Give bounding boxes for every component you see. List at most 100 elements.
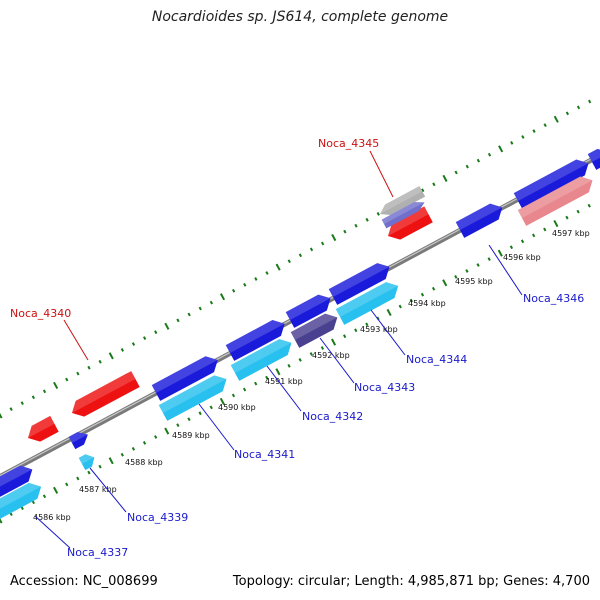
tick-dot [154,435,158,439]
gene-noca-4342-a [225,320,285,361]
gene-label: Noca_4344 [406,353,467,366]
tick-dot [576,105,581,110]
tick-dot [120,348,125,352]
scale-label: 4588 kbp [125,458,163,467]
gene-noca-4346-b-highlight [513,159,589,201]
tick-dot [498,145,504,153]
tick-dot [164,322,170,330]
gene-noca-4346-c-highlight [517,176,593,218]
tick-dot [0,412,3,419]
gene-noca-4341-b [158,375,227,421]
tick-dot [164,427,170,435]
gene-labels: Noca_4337 Noca_4339 Noca_4340 Noca_4341 Noca… [10,137,584,559]
gene-noca-4345-rev-shape [388,206,433,240]
genome-summary: Topology: circular; Length: 4,985,871 bp… [232,574,590,589]
map-title: Nocardioides sp. JS614, complete genome [151,9,449,25]
tick-dot [65,377,69,382]
accession-text: Accession: NC_008699 [10,574,158,589]
gene-noca-4341-a-shape [151,356,218,401]
tick-dot [120,452,124,457]
gene-noca-4339-rev [28,415,59,442]
tick-dot [565,215,569,220]
tick-dot [231,393,236,398]
gene-noca-4343-b-shape [290,313,338,348]
gene-label: Noca_4342 [302,410,363,423]
tick-dot [243,282,247,287]
tick-dot [509,245,514,250]
gene-noca-4337-a-shape [0,465,33,500]
tick-dot [409,298,413,303]
gene-noca-4344-b-highlight [335,282,399,317]
tick-dot [275,263,281,271]
tick-dot [532,233,536,238]
leader-line [89,467,127,513]
tick-dot [588,99,592,104]
tick-dot [487,257,491,261]
scale-label: 4589 kbp [172,431,210,440]
leader-line [370,309,406,356]
gene-noca-4344-a [328,263,390,305]
tick-dot [331,233,337,242]
gene-label: Noca_4346 [523,292,584,305]
gene-noca-4346-a [455,203,503,238]
scale-label: 4590 kbp [218,403,256,412]
tick-dot [187,417,191,422]
gene-noca-4346-b-shape [513,159,589,209]
tick-dot [31,500,35,505]
gene-noca-4340-rev [72,371,140,417]
tick-dot [287,363,291,368]
gene-label: Noca_4341 [234,448,295,461]
tick-dot [309,352,313,356]
leader-line [34,515,71,549]
gene-noca-4337-a-highlight [0,465,33,492]
tick-dot [219,293,226,301]
tick-dot [219,397,225,405]
tick-dot [476,158,481,163]
gene-noca-4339-b-shape [78,454,95,471]
tick-dot [131,342,136,346]
gene-noca-4342-b-shape [230,339,292,381]
gene-noca-4345-violet-shape [381,202,425,229]
gene-noca-4339-rev-highlight [28,415,55,438]
gene-noca-4345-violet-highlight [381,202,425,224]
tick-dot [309,247,314,252]
gene-noca-4343-a-shape [285,294,331,328]
gene-label: Noca_4345 [318,137,379,150]
gene-noca-4341-b-highlight [158,375,227,413]
tick-dot [142,336,147,340]
tick-dot [287,259,291,264]
scale-label: 4595 kbp [455,277,493,286]
scale-label: 4597 kbp [552,229,590,238]
tick-dot [431,286,436,291]
gene-noca-4344-a-highlight [328,263,390,297]
gene-noca-4342-a-shape [225,320,285,361]
tick-dot [187,312,191,317]
tick-dot [275,368,281,376]
tick-dot [176,318,180,323]
gene-noca-4337-b-shape [0,482,42,522]
tick-dot [198,411,202,416]
tick-dot [265,375,269,380]
gene-noca-4342-a-highlight [225,320,285,353]
tick-dot [76,371,80,376]
leader-line [319,337,355,384]
scale-label: 4586 kbp [33,513,71,522]
gene-noca-4339-b-highlight [78,454,95,464]
gene-noca-4340-rev-shape [72,371,140,417]
gene-noca-4337-b [0,482,42,522]
tick-dot [343,229,347,234]
tick-dot [98,464,102,469]
tick-dot [365,322,369,327]
gene-noca-4344-b-shape [335,282,399,325]
leader-line [63,319,89,361]
gene-features [0,148,600,522]
tick-dot [365,217,369,222]
tick-dot [65,482,69,487]
tick-dot [420,292,425,297]
tick-dot [98,359,102,364]
tick-dot [298,253,303,258]
gene-noca-4337-a [0,465,33,500]
tick-dot [9,407,13,411]
tick-dot [398,304,402,309]
